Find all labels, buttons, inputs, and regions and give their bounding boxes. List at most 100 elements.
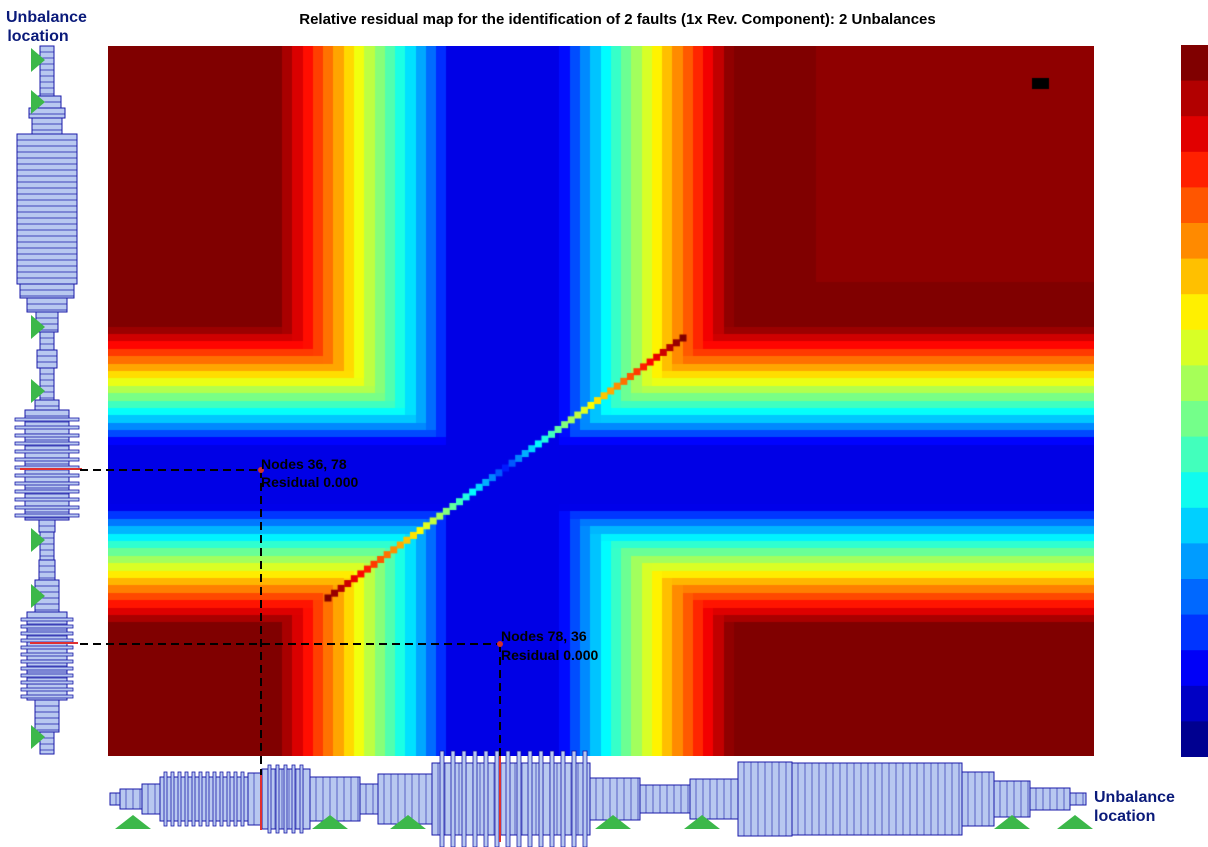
- bottom-rotor-segment: [247, 772, 263, 826]
- bottom-rotor-blade: [184, 771, 189, 827]
- colorbar-level: [1181, 294, 1208, 331]
- colorbar-level: [1181, 187, 1208, 224]
- bottom-rotor-blade: [219, 771, 224, 827]
- left-rotor-segment: [31, 117, 63, 135]
- left-rotor-blade: [20, 673, 74, 678]
- bottom-rotor-segment: [1069, 792, 1087, 806]
- left-axis-label: Unbalance location: [6, 8, 87, 46]
- bottom-rotor-blade: [240, 771, 245, 827]
- minimum-2-residual: Residual 0.000: [501, 647, 598, 663]
- bottom-axis-label-line1: Unbalance: [1094, 789, 1175, 806]
- colorbar-level: [1181, 685, 1208, 722]
- bottom-bearing-icon: [994, 815, 1030, 829]
- left-rotor-segment: [39, 331, 55, 351]
- left-rotor-blade: [14, 441, 80, 446]
- left-rotor-blade: [20, 694, 74, 699]
- colorbar-level: [1181, 151, 1208, 188]
- left-axis-label-line1: Unbalance: [6, 9, 87, 26]
- bottom-rotor-segment: [961, 771, 995, 827]
- bottom-rotor-blade: [299, 764, 304, 834]
- minimum-2-nodes: Nodes 78, 36: [501, 628, 587, 644]
- colorbar-level: [1181, 614, 1208, 651]
- bottom-rotor-blade: [582, 750, 588, 847]
- colorbar-level: [1181, 650, 1208, 687]
- colorbar-level: [1181, 258, 1208, 295]
- bottom-bearing-icon: [684, 815, 720, 829]
- bottom-rotor-blade: [450, 750, 456, 847]
- bottom-rotor-segment: [359, 783, 379, 815]
- left-rotor-blade: [14, 473, 80, 478]
- bottom-rotor-blade: [516, 750, 522, 847]
- colorbar-level: [1181, 401, 1208, 438]
- left-rotor-segment: [38, 559, 56, 581]
- left-rotor-blade: [14, 417, 80, 422]
- left-rotor-segment: [34, 699, 60, 733]
- heatmap-canvas: [108, 46, 1094, 756]
- minimum-1-nodes: Nodes 36, 78: [261, 456, 347, 472]
- bottom-rotor-segment: [159, 776, 249, 822]
- bottom-rotor-blade: [177, 771, 182, 827]
- bottom-rotor-blade: [549, 750, 555, 847]
- left-rotor-blade: [20, 645, 74, 650]
- left-rotor-segment: [34, 399, 60, 411]
- left-axis-label-line2: location: [7, 28, 69, 45]
- left-rotor-blade: [14, 505, 80, 510]
- bottom-rotor-blade: [233, 771, 238, 827]
- colorbar-level: [1181, 116, 1208, 153]
- left-rotor-blade: [20, 652, 74, 657]
- colorbar-level: [1181, 579, 1208, 616]
- bottom-rotor-blade: [275, 764, 280, 834]
- colorbar-level: [1181, 223, 1208, 260]
- left-rotor-blade: [20, 687, 74, 692]
- bottom-rotor-blade: [494, 750, 500, 847]
- left-bearing-icon: [31, 584, 45, 608]
- bottom-rotor-blade: [505, 750, 511, 847]
- left-bearing-icon: [31, 90, 45, 114]
- colorbar-level: [1181, 721, 1208, 757]
- bottom-bearing-icon: [312, 815, 348, 829]
- bottom-rotor-blade: [170, 771, 175, 827]
- colorbar-level: [1181, 80, 1208, 117]
- left-bearing-icon: [31, 315, 45, 339]
- left-rotor-blade: [14, 457, 80, 462]
- left-rotor-blade: [20, 631, 74, 636]
- bottom-rotor-blade: [226, 771, 231, 827]
- bottom-bearing-icon: [595, 815, 631, 829]
- bottom-rotor-segment: [993, 780, 1031, 818]
- colorbar-level: [1181, 45, 1208, 82]
- bottom-rotor-segment: [109, 792, 121, 806]
- colorbar-level: [1181, 365, 1208, 402]
- bottom-rotor-blade: [483, 750, 489, 847]
- left-rotor-blade: [14, 449, 80, 454]
- bottom-axis-label: Unbalance location: [1094, 788, 1184, 826]
- left-rotor-diagram: [14, 45, 82, 755]
- left-bearing-icon: [31, 379, 45, 403]
- left-rotor-segment: [39, 45, 55, 97]
- colorbar-level: [1181, 507, 1208, 544]
- left-rotor-segment: [39, 367, 55, 401]
- bottom-rotor-blade: [538, 750, 544, 847]
- colorbar-level: [1181, 543, 1208, 580]
- marker-guides: [80, 467, 503, 775]
- bottom-rotor-blade: [267, 764, 272, 834]
- colorbar-level: [1181, 436, 1208, 473]
- left-bearing-icon: [31, 725, 45, 749]
- left-rotor-blade: [14, 481, 80, 486]
- colorbar-level: [1181, 329, 1208, 366]
- bottom-rotor-diagram: [109, 750, 1093, 847]
- bottom-rotor-blade: [527, 750, 533, 847]
- left-rotor-segment: [16, 133, 78, 285]
- left-rotor-blade: [14, 489, 80, 494]
- bottom-rotor-segment: [431, 762, 591, 836]
- bottom-rotor-blade: [571, 750, 577, 847]
- bottom-rotor-blade: [472, 750, 478, 847]
- bottom-rotor-segment: [589, 777, 641, 821]
- colorbar: [1181, 45, 1208, 757]
- bottom-rotor-segment: [639, 784, 691, 814]
- colorbar-level: [1181, 472, 1208, 509]
- chart-title: Relative residual map for the identifica…: [299, 11, 936, 28]
- left-rotor-blade: [14, 425, 80, 430]
- bottom-bearing-icon: [390, 815, 426, 829]
- bottom-bearing-icon: [1057, 815, 1093, 829]
